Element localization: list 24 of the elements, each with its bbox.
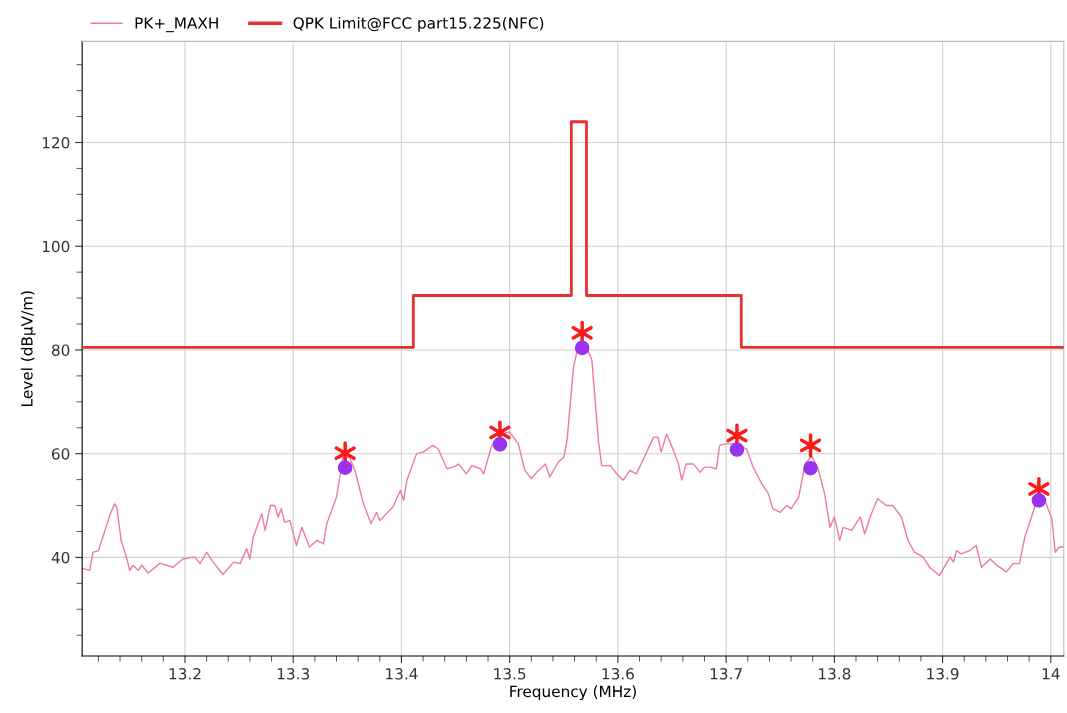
x-tick-label: 13.6 — [602, 668, 634, 680]
legend-label: QPK Limit@FCC part15.225(NFC) — [293, 16, 544, 32]
x-tick-label: 13.4 — [386, 668, 418, 680]
point — [729, 442, 745, 457]
y-axis-title: Level (dBµV/m) — [20, 291, 36, 406]
y-tick-label: 40 — [51, 551, 70, 564]
x-tick-label: 13.5 — [494, 668, 526, 680]
y-tick-label: 60 — [51, 448, 70, 460]
x-tick-label: 14 — [1042, 668, 1060, 680]
x-axis-title: Frequency (MHz) — [510, 685, 636, 701]
x-tick-label: 13.7 — [710, 668, 742, 680]
point — [1031, 493, 1047, 508]
x-tick-label: 13.8 — [819, 668, 851, 680]
x-tick-label: 13.3 — [277, 668, 309, 680]
point — [492, 437, 508, 452]
y-tick-label: 120 — [42, 136, 70, 149]
point — [337, 460, 353, 475]
point — [574, 340, 590, 356]
x-tick-label: 13.2 — [169, 668, 201, 680]
point — [803, 460, 818, 476]
x-tick-label: 13.9 — [927, 668, 959, 680]
y-tick-label: 80 — [51, 344, 70, 356]
legend-label: PK+_MAXH — [135, 17, 218, 33]
y-tick-label: 100 — [42, 240, 70, 253]
